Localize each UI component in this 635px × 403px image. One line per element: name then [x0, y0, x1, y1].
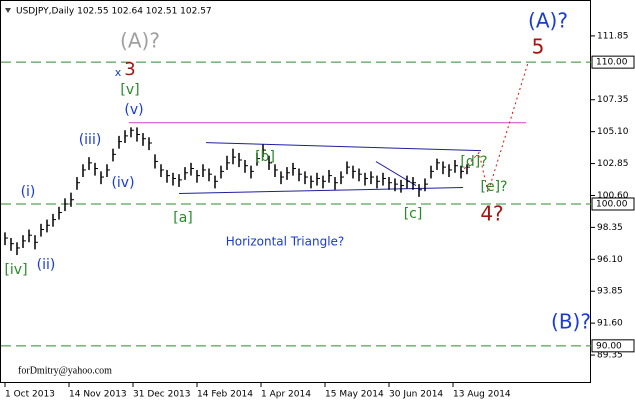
x-tick-label: 30 Jun 2014 — [389, 390, 443, 400]
trendline — [178, 187, 464, 194]
x-tick-label: 1 Oct 2013 — [5, 390, 55, 400]
wave-label: (ii) — [37, 257, 56, 273]
x-tick-label: 1 Apr 2014 — [261, 390, 311, 400]
x-tick-label: 13 Aug 2014 — [453, 390, 511, 400]
wave-label: [b] — [255, 149, 275, 165]
chart-header: USDJPY,Daily 102.55 102.64 102.51 102.57 — [16, 7, 212, 17]
level-label-box — [591, 55, 635, 69]
y-tick-label: 105.10 — [597, 127, 629, 137]
wave-label: 3 — [124, 59, 135, 80]
y-tick-label: 96.10 — [597, 255, 623, 265]
y-tick-label: 91.60 — [597, 319, 623, 329]
wave-label: Horizontal Triangle? — [226, 235, 345, 249]
wave-label: (iii) — [79, 132, 102, 148]
wave-label: 5 — [532, 35, 545, 59]
wave-label: 4? — [480, 202, 503, 226]
wave-label: [iv] — [4, 262, 27, 278]
level-label-box — [591, 197, 635, 211]
y-tick-label: 89.35 — [597, 351, 623, 361]
wave-label: [e]? — [481, 179, 508, 195]
y-tick-label: 98.35 — [597, 223, 623, 233]
y-tick-label: 107.35 — [597, 95, 629, 105]
trendline — [205, 142, 482, 152]
wave-label: [c] — [404, 206, 423, 222]
wave-label: [d]? — [460, 154, 487, 170]
y-tick-label: 93.85 — [597, 287, 623, 297]
x-tick-label: 14 Feb 2014 — [197, 390, 253, 400]
wave-label: forDmitry@yahoo.com — [18, 365, 112, 376]
wave-label: [a] — [173, 210, 193, 226]
wave-label: (i) — [21, 184, 36, 200]
y-tick-label: 102.85 — [597, 159, 629, 169]
level-label: 100.00 — [596, 199, 628, 209]
wave-label: (v) — [124, 102, 143, 118]
wave-label: [v] — [120, 82, 139, 98]
header-icon — [5, 8, 11, 13]
y-tick-label: 111.85 — [597, 31, 629, 41]
wave-label: x — [115, 66, 122, 79]
level-label-box — [591, 339, 635, 353]
level-label: 110.00 — [596, 58, 628, 68]
wave-label: (A)? — [528, 9, 568, 33]
x-tick-label: 31 Dec 2013 — [133, 390, 191, 400]
level-label: 90.00 — [596, 341, 622, 351]
wave-label: (A)? — [120, 29, 160, 53]
trendline — [460, 62, 529, 195]
x-tick-label: 15 May 2014 — [325, 390, 384, 400]
wave-label: (B)? — [551, 310, 591, 334]
y-tick-label: 100.60 — [597, 191, 629, 201]
x-tick-label: 14 Nov 2013 — [69, 390, 127, 400]
wave-label: (iv) — [111, 175, 134, 191]
